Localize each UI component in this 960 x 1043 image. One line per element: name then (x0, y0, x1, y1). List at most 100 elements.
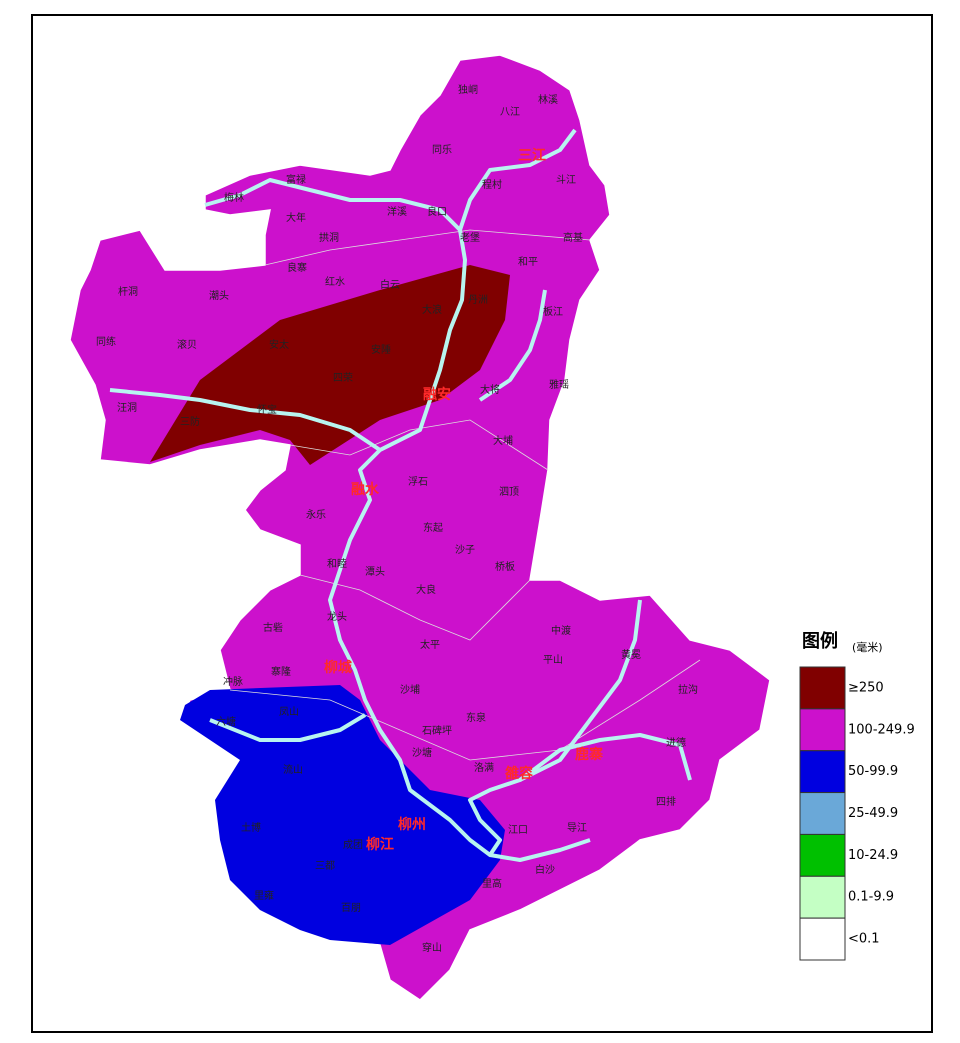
place-label: 东泉 (466, 711, 486, 724)
legend-swatch (799, 708, 846, 752)
place-label: 潭头 (365, 566, 385, 578)
river (519, 599, 642, 782)
legend-swatch (799, 875, 846, 919)
place-label: 泗顶 (499, 486, 519, 498)
place-label: 三江 (518, 147, 546, 164)
legend-swatch (799, 666, 846, 710)
legend-unit: (毫米) (852, 640, 883, 654)
place-label: 拉沟 (678, 683, 698, 696)
place-label: 雒容 (504, 765, 533, 782)
place-label: 冲脉 (223, 675, 243, 688)
place-label: 融安 (423, 386, 451, 403)
river (204, 178, 692, 857)
place-label: 大将 (480, 383, 500, 396)
place-label: 白沙 (535, 863, 555, 876)
place-label: 同乐 (432, 144, 452, 156)
legend-label: ≥250 (848, 680, 884, 695)
legend-swatch (799, 750, 846, 794)
place-label: 浮石 (408, 476, 428, 488)
place-label: 百朋 (341, 902, 361, 914)
place-label: 和平 (518, 256, 538, 268)
place-label: 同练 (96, 335, 116, 348)
legend-label: 25-49.9 (848, 806, 898, 821)
place-label: 四排 (656, 795, 676, 808)
place-label: 林溪 (538, 93, 558, 106)
place-label: 黄冕 (621, 648, 641, 661)
place-label: 三都 (315, 860, 335, 872)
place-label: 江口 (508, 824, 528, 836)
place-label: 洛满 (474, 761, 494, 774)
place-label: 沙埔 (400, 683, 420, 696)
county-border (289, 419, 549, 471)
place-label: 高基 (563, 231, 583, 244)
place-label: 石碑坪 (422, 724, 452, 737)
place-label: 独峒 (458, 83, 478, 96)
legend-title: 图例 (802, 630, 838, 652)
place-label: 洋溪 (387, 205, 407, 218)
place-label: 富禄 (286, 173, 306, 186)
legend-label: 0.1-9.9 (848, 890, 894, 905)
place-label: 沙子 (455, 544, 475, 556)
river (489, 838, 591, 862)
place-label: 八江 (500, 106, 520, 118)
place-label: 古砦 (263, 621, 283, 634)
place-label: 凤山 (279, 706, 299, 718)
place-label: 汪洞 (117, 402, 137, 414)
place-label: 白云 (380, 278, 400, 291)
place-label: 程村 (482, 178, 502, 191)
place-label: 拱洞 (319, 231, 339, 244)
place-label: 和睦 (327, 557, 347, 570)
place-label: 融水 (351, 481, 380, 498)
place-label: 老堡 (460, 231, 480, 244)
legend-label: <0.1 (848, 932, 880, 947)
place-label: 龙头 (327, 610, 347, 623)
place-label: 平山 (543, 654, 563, 666)
place-label: 大年 (286, 211, 306, 224)
place-label: 导江 (567, 822, 587, 834)
river (458, 128, 577, 231)
place-label: 东起 (423, 521, 443, 534)
place-label: 红水 (325, 275, 345, 288)
region-250 (150, 265, 510, 465)
river (109, 388, 382, 452)
legend-swatch (799, 833, 846, 877)
legend-label: 50-99.9 (848, 764, 898, 779)
place-label: 六塘 (216, 715, 236, 728)
place-label: 板江 (543, 305, 563, 318)
place-label: 柳州 (398, 816, 426, 833)
place-label: 中渡 (551, 624, 571, 637)
legend-swatch (799, 792, 846, 835)
place-label: 滚贝 (177, 338, 197, 351)
place-label: 太平 (420, 638, 440, 651)
place-label: 桥板 (495, 560, 515, 573)
county-border (299, 574, 531, 641)
place-label: 安陲 (371, 343, 391, 356)
county-border (229, 659, 701, 761)
river (478, 289, 547, 402)
place-label: 里高 (482, 877, 502, 890)
region-50-99 (180, 685, 505, 945)
place-label: 杆洞 (118, 286, 138, 298)
place-label: 大埔 (493, 434, 513, 447)
place-label: 良口 (427, 205, 447, 218)
place-label: 里雍 (254, 889, 274, 902)
place-label: 柳城 (324, 659, 352, 676)
place-label: 雅瑶 (549, 378, 569, 391)
place-label: 大浪 (422, 303, 442, 316)
place-label: 潮头 (209, 289, 229, 302)
place-label: 穿山 (422, 941, 442, 954)
place-label: 安太 (269, 338, 289, 351)
place-label: 沙塘 (412, 746, 432, 759)
place-label: 柳江 (366, 836, 394, 853)
place-label: 流山 (283, 763, 303, 776)
place-label: 斗江 (556, 174, 576, 186)
place-label: 丹洲 (468, 294, 488, 306)
place-label: 三防 (180, 415, 200, 428)
place-label: 四荣 (333, 372, 353, 384)
place-label: 良寨 (287, 261, 307, 274)
place-label: 大良 (416, 583, 436, 596)
place-label: 进德 (666, 736, 686, 749)
county-border (264, 229, 591, 266)
legend-label: 100-249.9 (848, 722, 915, 737)
